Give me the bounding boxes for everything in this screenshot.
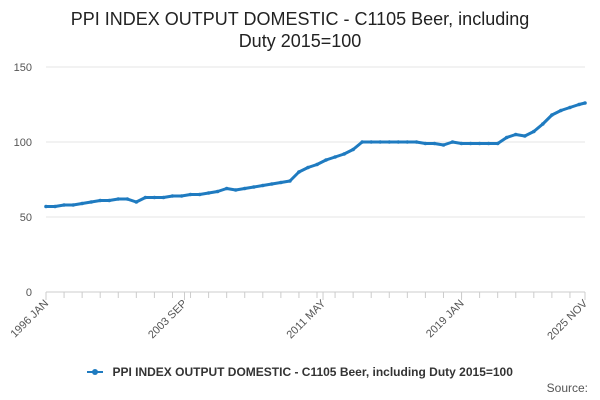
data-point-2017-JUL xyxy=(432,141,437,146)
data-point-2013-JUL xyxy=(360,140,365,144)
x-tick-label-2019-JAN: 2019 JAN xyxy=(424,298,467,341)
x-tick-label-2025-NOV: 2025 NOV xyxy=(545,297,590,342)
data-point-2003-JUL xyxy=(179,194,184,198)
data-point-2014-JUL xyxy=(378,140,383,144)
y-tick-label-0: 0 xyxy=(26,287,32,299)
data-point-2010-JUL xyxy=(306,165,310,170)
data-point-2014-JAN xyxy=(369,140,374,144)
data-point-2019-JUL xyxy=(468,141,473,146)
data-point-2011-JUL xyxy=(324,158,328,162)
data-point-2021-JAN xyxy=(495,141,500,146)
data-point-2023-JAN xyxy=(532,129,536,134)
data-point-2002-JAN xyxy=(152,195,157,200)
data-point-2016-JUL xyxy=(414,140,419,144)
data-point-1999-JAN xyxy=(98,198,102,203)
data-point-2009-JAN xyxy=(279,180,283,185)
data-point-2018-JAN xyxy=(441,143,446,147)
series-line-0 xyxy=(44,101,587,208)
data-point-2021-JUL xyxy=(504,135,509,140)
data-point-2006-JAN xyxy=(224,186,229,191)
data-point-2013-JAN xyxy=(351,147,355,152)
data-point-1998-JUL xyxy=(89,200,93,204)
data-point-2012-JAN xyxy=(333,155,337,159)
data-point-2001-JUL xyxy=(143,195,148,200)
data-point-2006-JUL xyxy=(233,188,238,192)
data-point-2004-JUL xyxy=(197,192,202,197)
data-point-2000-JUL xyxy=(125,197,130,201)
data-point-1998-JAN xyxy=(80,201,84,206)
data-point-2007-JUL xyxy=(252,185,256,189)
data-point-2023-JUL xyxy=(541,122,545,126)
data-point-2025-NOV xyxy=(583,101,587,105)
data-point-2007-JAN xyxy=(242,186,247,191)
x-tick-label-2011-MAY: 2011 MAY xyxy=(284,297,328,341)
data-point-2016-JAN xyxy=(405,140,410,144)
y-tick-label-100: 100 xyxy=(14,137,32,149)
data-point-1997-JAN xyxy=(62,203,66,207)
legend[interactable]: PPI INDEX OUTPUT DOMESTIC - C1105 Beer, … xyxy=(0,365,600,379)
chart-title-line-2: Duty 2015=100 xyxy=(238,31,362,51)
data-point-2020-JUL xyxy=(486,141,491,146)
chart-title-line-1: PPI INDEX OUTPUT DOMESTIC - C1105 Beer, … xyxy=(70,9,530,29)
data-point-2008-JAN xyxy=(261,183,265,188)
legend-swatch xyxy=(87,368,104,375)
data-point-2019-JAN xyxy=(459,141,464,146)
source-label: Source: xyxy=(546,381,588,395)
data-point-2001-JAN xyxy=(134,200,139,204)
data-point-2010-JAN xyxy=(297,170,301,174)
data-point-2024-JAN xyxy=(550,113,554,117)
data-point-2000-JAN xyxy=(116,197,121,201)
data-point-2020-JAN xyxy=(477,141,482,146)
y-tick-label-50: 50 xyxy=(20,212,32,224)
data-point-2005-JAN xyxy=(206,191,211,195)
data-point-2005-JUL xyxy=(215,189,220,194)
x-tick-label-1996-JAN: 1996 JAN xyxy=(8,298,51,341)
data-point-1996-JUL xyxy=(53,204,57,209)
y-tick-label-150: 150 xyxy=(14,62,32,74)
data-point-2015-JUL xyxy=(396,140,401,144)
chart-title: PPI INDEX OUTPUT DOMESTIC - C1105 Beer, … xyxy=(0,8,600,52)
data-point-2025-JUL xyxy=(577,102,581,107)
data-point-1996-JAN xyxy=(44,204,48,209)
x-tick-label-2003-SEP: 2003 SEP xyxy=(146,298,190,342)
data-point-2022-JUL xyxy=(523,134,527,138)
data-point-2008-JUL xyxy=(270,182,274,186)
data-point-2024-JUL xyxy=(559,108,563,113)
data-point-2009-JUL xyxy=(288,179,292,183)
data-point-2018-JUL xyxy=(450,140,455,144)
data-point-2004-JAN xyxy=(188,192,193,197)
data-point-2025-JAN xyxy=(568,105,572,110)
data-point-2012-JUL xyxy=(342,152,346,156)
data-point-2011-JAN xyxy=(315,162,319,167)
data-point-2002-JUL xyxy=(161,195,166,200)
data-point-2017-JAN xyxy=(423,141,428,146)
data-point-1999-JUL xyxy=(107,198,111,203)
data-point-2015-JAN xyxy=(387,140,392,144)
legend-label: PPI INDEX OUTPUT DOMESTIC - C1105 Beer, … xyxy=(112,365,513,379)
data-point-1997-JUL xyxy=(71,203,75,207)
data-point-2003-JAN xyxy=(170,194,175,198)
data-point-2022-JAN xyxy=(513,132,518,137)
